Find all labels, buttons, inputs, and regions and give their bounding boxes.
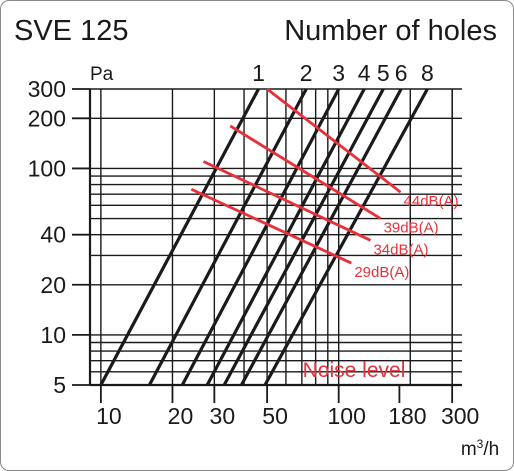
x-tick-label: 180: [388, 403, 426, 429]
grid: [90, 88, 462, 386]
noise-line-label: 34dB(A): [373, 241, 428, 258]
y-tick-label: 200: [28, 105, 66, 131]
hole-curve-5: [222, 88, 385, 386]
noise-line-label: 44dB(A): [404, 193, 459, 210]
noise-line: [266, 87, 402, 194]
hole-label-3: 3: [332, 60, 345, 86]
hole-label-6: 6: [395, 60, 408, 86]
hole-label-1: 1: [252, 60, 265, 86]
y-tick-label: 40: [40, 222, 66, 248]
hole-curve-8: [263, 88, 429, 386]
hole-curve-1: [99, 88, 260, 386]
hole-label-5: 5: [377, 60, 390, 86]
noise-lines: 44dB(A) 39dB(A) 34dB(A) 29dB(A): [190, 87, 459, 281]
hole-curve-3: [180, 88, 341, 386]
x-tick-label: 30: [210, 403, 236, 429]
hole-label-4: 4: [358, 60, 371, 86]
axes: [72, 88, 462, 403]
legend-title: Number of holes: [284, 15, 497, 47]
noise-line-label: 29dB(A): [354, 264, 409, 281]
chart-title: SVE 125: [14, 15, 128, 47]
y-tick-label: 300: [28, 76, 66, 102]
y-tick-labels: 5 10 20 40 100 200 300: [28, 76, 66, 398]
y-tick-label: 10: [40, 322, 66, 348]
hole-curve-4: [205, 88, 366, 386]
x-tick-label: 100: [328, 403, 366, 429]
hole-label-2: 2: [300, 60, 313, 86]
x-axis-label: m3/h: [461, 437, 499, 460]
y-tick-label: 100: [28, 155, 66, 181]
x-tick-label: 50: [262, 403, 288, 429]
hole-label-8: 8: [421, 60, 434, 86]
noise-line: [229, 124, 382, 220]
x-tick-labels: 10 20 30 50 100 180 300: [96, 403, 479, 429]
x-tick-label: 20: [168, 403, 194, 429]
hole-curve-2: [148, 88, 308, 386]
y-axis-label: Pa: [90, 64, 114, 85]
hole-curve-6: [240, 88, 403, 386]
noise-level-annotation: Noise level: [303, 359, 406, 382]
y-tick-label: 5: [53, 372, 66, 398]
x-tick-label: 300: [441, 403, 479, 429]
x-tick-label: 10: [96, 403, 122, 429]
noise-line: [190, 187, 352, 265]
y-tick-label: 20: [40, 272, 66, 298]
noise-line: [202, 160, 372, 242]
noise-line-label: 39dB(A): [384, 220, 439, 237]
